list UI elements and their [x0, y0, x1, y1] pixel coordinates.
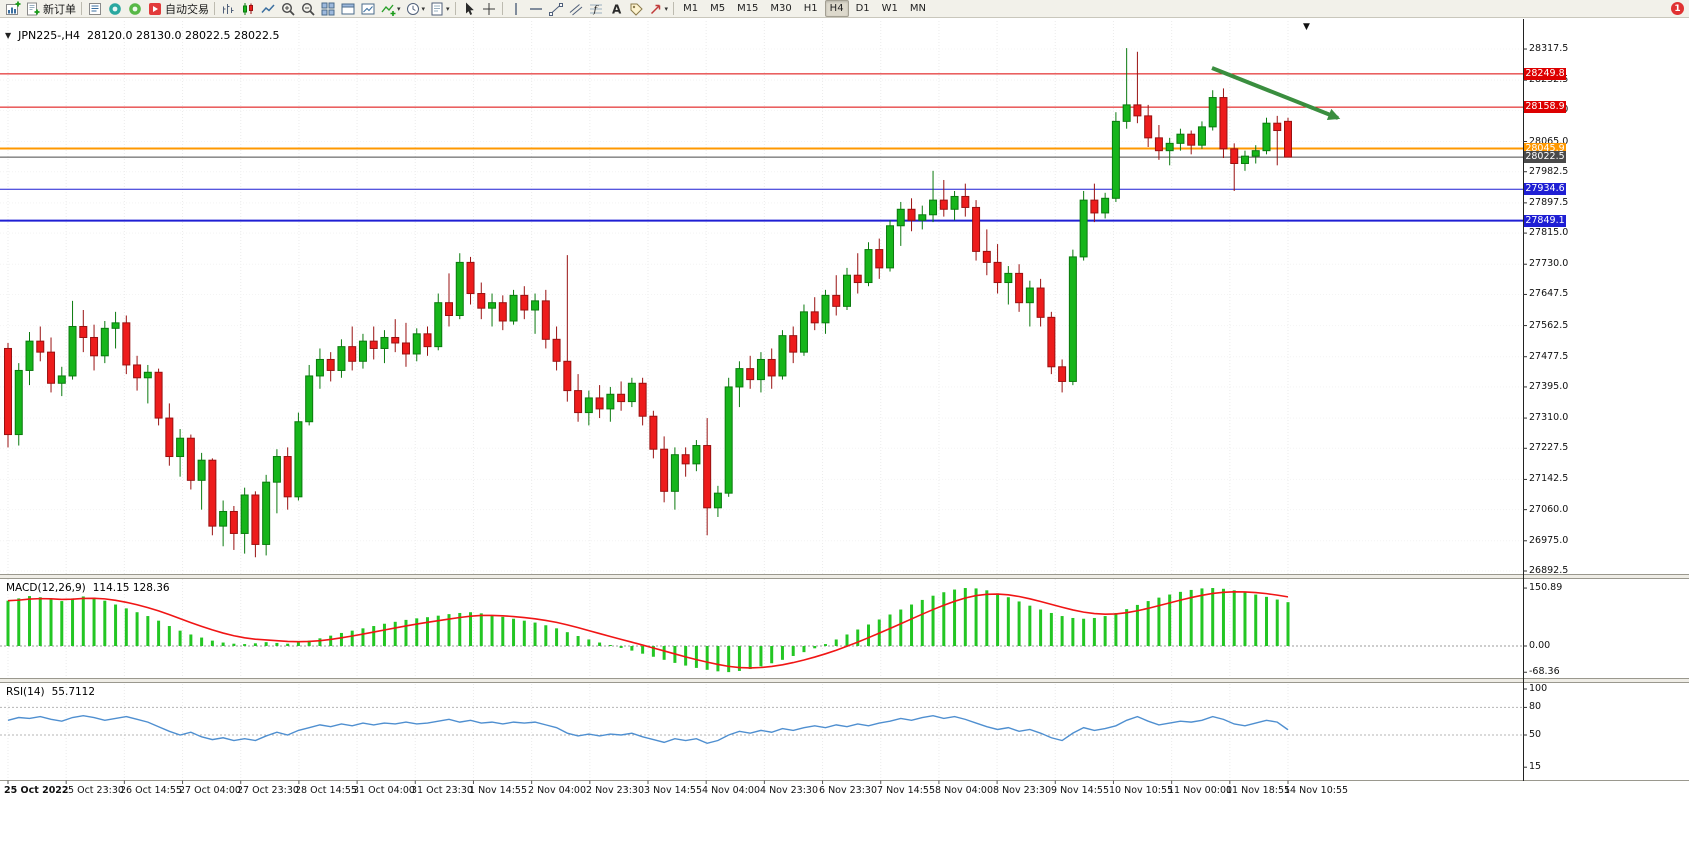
new-window-icon [340, 1, 356, 17]
text-icon: A [608, 1, 624, 17]
new-chart-icon [5, 1, 21, 17]
arrows-button[interactable]: ▾ [646, 0, 671, 17]
svg-text:f: f [592, 4, 599, 15]
periods-clock-icon [405, 1, 421, 17]
zoom-in-icon [280, 1, 296, 17]
zoom-out-icon [300, 1, 316, 17]
chart-window-button[interactable] [358, 0, 378, 17]
timeframe-MN[interactable]: MN [909, 3, 926, 14]
zoom-out-button[interactable] [298, 0, 318, 17]
channel-icon [568, 1, 584, 17]
arrows-icon [648, 1, 664, 17]
new-order-button-label: 新订单 [43, 2, 76, 16]
svg-text:A: A [612, 2, 622, 16]
caret-down-icon: ▾ [664, 4, 669, 13]
timeframe-H1[interactable]: H1 [803, 3, 818, 14]
timeframe-M5[interactable]: M5 [710, 3, 726, 14]
fibonacci-button[interactable]: f [586, 0, 606, 17]
indicators-button[interactable]: ▾ [378, 0, 403, 17]
toolbar-separator [501, 2, 503, 15]
new-order-icon [25, 1, 41, 17]
horizontal-line-icon [528, 1, 544, 17]
caret-down-icon: ▾ [446, 4, 450, 13]
bar-chart-icon [220, 1, 236, 17]
search-button[interactable] [125, 0, 145, 17]
templates-icon [429, 1, 445, 17]
market-watch-button[interactable] [85, 0, 105, 17]
new-window-button[interactable] [338, 0, 358, 17]
auto-trading-button[interactable]: 自动交易 [145, 0, 211, 17]
caret-down-icon: ▾ [397, 4, 401, 13]
new-chart-button[interactable] [3, 0, 23, 17]
trendline-icon [548, 1, 564, 17]
one-click-trading-toggle[interactable]: ▼ [5, 31, 12, 40]
channel-button[interactable] [566, 0, 586, 17]
vertical-line-icon [508, 1, 524, 17]
auto-trading-button-label: 自动交易 [165, 2, 209, 16]
vertical-line-button[interactable] [506, 0, 526, 17]
periods-button[interactable]: ▾ [403, 0, 428, 17]
text-button[interactable]: A [606, 0, 626, 17]
caret-down-icon: ▾ [421, 4, 426, 13]
timeframe-H4[interactable]: H4 [824, 0, 849, 17]
line-chart-button[interactable] [258, 0, 278, 17]
trend-arrow[interactable] [1211, 66, 1341, 121]
timeframe-M30[interactable]: M30 [770, 3, 792, 14]
toolbar-separator [81, 2, 82, 15]
auto-trading-icon [147, 1, 163, 17]
bar-chart-button[interactable] [218, 0, 238, 17]
new-order-button[interactable]: 新订单 [23, 0, 78, 17]
candlestick-chart-button[interactable] [238, 0, 258, 17]
templates-button[interactable]: ▾ [427, 0, 452, 17]
label-icon [628, 1, 644, 17]
trendline-button[interactable] [546, 0, 566, 17]
rsi-panel[interactable] [0, 706, 1523, 745]
horizontal-line-button[interactable] [526, 0, 546, 17]
tile-windows-icon [320, 1, 336, 17]
toolbar-separator [673, 2, 675, 15]
tile-windows-button[interactable] [318, 0, 338, 17]
toolbar: 新订单 自动交易 ▾ ▾ ▾ f A ▾ M1 M5 M15 M30 H1 H4 D1 W1 MN 1 [0, 0, 1689, 18]
price-chart-canvas[interactable] [0, 19, 1689, 809]
label-button[interactable] [626, 0, 646, 17]
cursor-icon [461, 1, 477, 17]
candlesticks[interactable] [4, 48, 1292, 558]
timeframe-W1[interactable]: W1 [881, 3, 898, 14]
toolbar-separator [214, 2, 215, 15]
market-watch-icon [87, 1, 103, 17]
toolbar-separator [454, 2, 456, 15]
cursor-button[interactable] [459, 0, 479, 17]
timeframe-M15[interactable]: M15 [737, 3, 759, 14]
crosshair-icon [481, 1, 497, 17]
chart-region[interactable]: ▼ JPN225-,H4 28120.0 28130.0 28022.5 280… [0, 19, 1689, 863]
timeframe-M1[interactable]: M1 [683, 3, 699, 14]
timeframe-D1[interactable]: D1 [855, 3, 870, 14]
community-icon [107, 1, 123, 17]
line-chart-icon [260, 1, 276, 17]
candlestick-chart-icon [240, 1, 256, 17]
community-button[interactable] [105, 0, 125, 17]
fibonacci-icon: f [588, 1, 604, 17]
search-icon [127, 1, 143, 17]
horizontal-level-lines[interactable] [0, 73, 1523, 222]
zoom-in-button[interactable] [278, 0, 298, 17]
crosshair-button[interactable] [479, 0, 499, 17]
indicators-icon [380, 1, 396, 17]
macd-panel[interactable] [0, 588, 1523, 673]
chart-window-icon [360, 1, 376, 17]
notification-badge[interactable]: 1 [1671, 2, 1684, 15]
